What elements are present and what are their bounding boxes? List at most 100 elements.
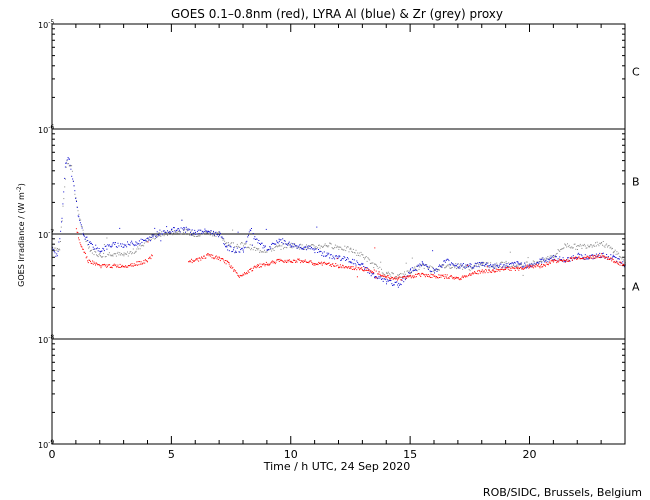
data-point: [565, 244, 567, 246]
data-point: [206, 232, 208, 234]
data-point: [74, 193, 76, 195]
data-point: [343, 256, 345, 257]
data-point: [212, 257, 214, 259]
data-point: [87, 260, 89, 262]
data-point: [246, 272, 248, 274]
data-point: [348, 266, 350, 268]
data-point: [251, 244, 253, 246]
data-point: [299, 248, 301, 250]
data-point: [278, 259, 280, 261]
data-point: [213, 235, 215, 237]
data-point: [346, 246, 348, 248]
data-point: [618, 255, 620, 257]
data-point: [196, 233, 198, 235]
data-point: [63, 191, 65, 193]
data-point: [522, 268, 524, 270]
data-point: [163, 235, 165, 237]
data-point: [505, 267, 507, 269]
data-point: [362, 254, 364, 256]
data-point: [414, 270, 416, 271]
data-point: [485, 269, 487, 270]
data-point: [182, 228, 184, 230]
data-point: [154, 227, 156, 229]
data-point: [317, 264, 319, 266]
data-point: [258, 266, 260, 268]
data-point: [151, 254, 153, 256]
data-point: [269, 264, 270, 266]
data-point: [300, 260, 302, 262]
data-point: [248, 246, 249, 248]
data-point: [264, 251, 266, 253]
data-point: [489, 267, 491, 269]
data-point: [610, 254, 612, 256]
data-point: [542, 257, 544, 259]
data-point: [493, 264, 495, 266]
data-point: [75, 228, 77, 230]
data-point: [379, 266, 381, 268]
data-point: [276, 259, 278, 261]
data-point: [583, 258, 585, 260]
data-point: [144, 259, 146, 261]
data-point: [415, 269, 417, 271]
y-tick-labels: 10-510-610-710-810-9: [38, 19, 54, 450]
data-point: [446, 265, 448, 267]
data-point: [373, 272, 375, 274]
data-point: [241, 275, 243, 277]
data-point: [474, 262, 476, 264]
data-point: [254, 246, 256, 248]
data-point: [143, 245, 145, 247]
data-point: [230, 267, 232, 269]
data-point: [328, 262, 330, 264]
data-point: [134, 251, 136, 253]
data-point: [371, 273, 373, 275]
data-point: [377, 273, 379, 275]
data-point: [283, 248, 284, 250]
data-point: [438, 274, 440, 276]
data-point: [351, 269, 353, 270]
data-point: [188, 261, 190, 263]
data-point: [387, 280, 389, 282]
data-point: [104, 246, 106, 247]
data-point: [223, 238, 225, 240]
data-point: [274, 263, 276, 265]
data-point: [291, 247, 293, 249]
data-point: [482, 272, 484, 274]
data-point: [64, 186, 66, 188]
data-point: [109, 267, 111, 268]
data-point: [296, 247, 298, 249]
data-point: [607, 245, 609, 247]
data-point: [511, 265, 513, 267]
data-point: [389, 278, 391, 280]
data-point: [459, 279, 461, 281]
data-point: [494, 264, 496, 266]
data-point: [545, 257, 547, 259]
data-point: [116, 246, 118, 248]
data-point: [88, 241, 90, 243]
data-point: [367, 272, 369, 274]
data-point: [358, 267, 360, 269]
data-point: [264, 249, 265, 251]
data-point: [113, 253, 115, 255]
data-point: [474, 265, 476, 267]
data-point: [246, 247, 248, 249]
data-point: [120, 254, 121, 256]
data-point: [263, 245, 265, 247]
data-point: [398, 282, 400, 284]
data-point: [420, 276, 422, 277]
data-point: [262, 264, 264, 266]
data-point: [162, 230, 164, 232]
data-point: [178, 230, 180, 232]
data-point: [613, 251, 615, 253]
data-point: [418, 273, 420, 275]
data-point: [106, 266, 108, 268]
data-point: [283, 240, 285, 242]
data-point: [600, 256, 602, 258]
data-point: [208, 231, 209, 232]
data-point: [346, 247, 347, 249]
data-point: [439, 265, 441, 267]
data-point: [323, 246, 324, 248]
data-point: [235, 272, 237, 274]
data-point: [288, 259, 290, 261]
data-point: [438, 269, 440, 271]
